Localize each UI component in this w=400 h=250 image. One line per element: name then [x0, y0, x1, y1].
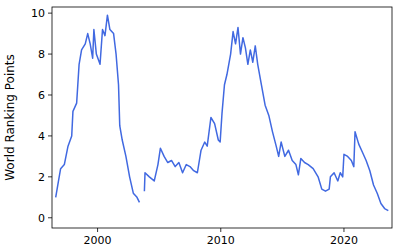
y-tick [48, 176, 52, 177]
y-tick-label: 10 [31, 7, 45, 20]
plot-area [56, 15, 389, 210]
y-tick-label: 4 [38, 130, 45, 143]
y-axis-label: World Ranking Points [3, 54, 17, 181]
data-line [56, 15, 389, 210]
y-tick-label: 6 [38, 89, 45, 102]
y-tick [48, 217, 52, 218]
x-tick [343, 228, 344, 232]
x-tick-label: 2020 [330, 234, 358, 247]
x-tick [220, 228, 221, 232]
x-tick-label: 2010 [207, 234, 235, 247]
x-tick-label: 2000 [84, 234, 112, 247]
x-tick [97, 228, 98, 232]
y-tick [48, 135, 52, 136]
y-tick-label: 0 [38, 212, 45, 225]
y-tick [48, 13, 52, 14]
y-tick [48, 54, 52, 55]
y-tick-label: 2 [38, 171, 45, 184]
y-tick-label: 8 [38, 48, 45, 61]
y-tick [48, 94, 52, 95]
frame [52, 7, 392, 228]
chart: 0 2 4 6 8 10 2000 2010 2020 World Ranking Points [0, 0, 400, 250]
